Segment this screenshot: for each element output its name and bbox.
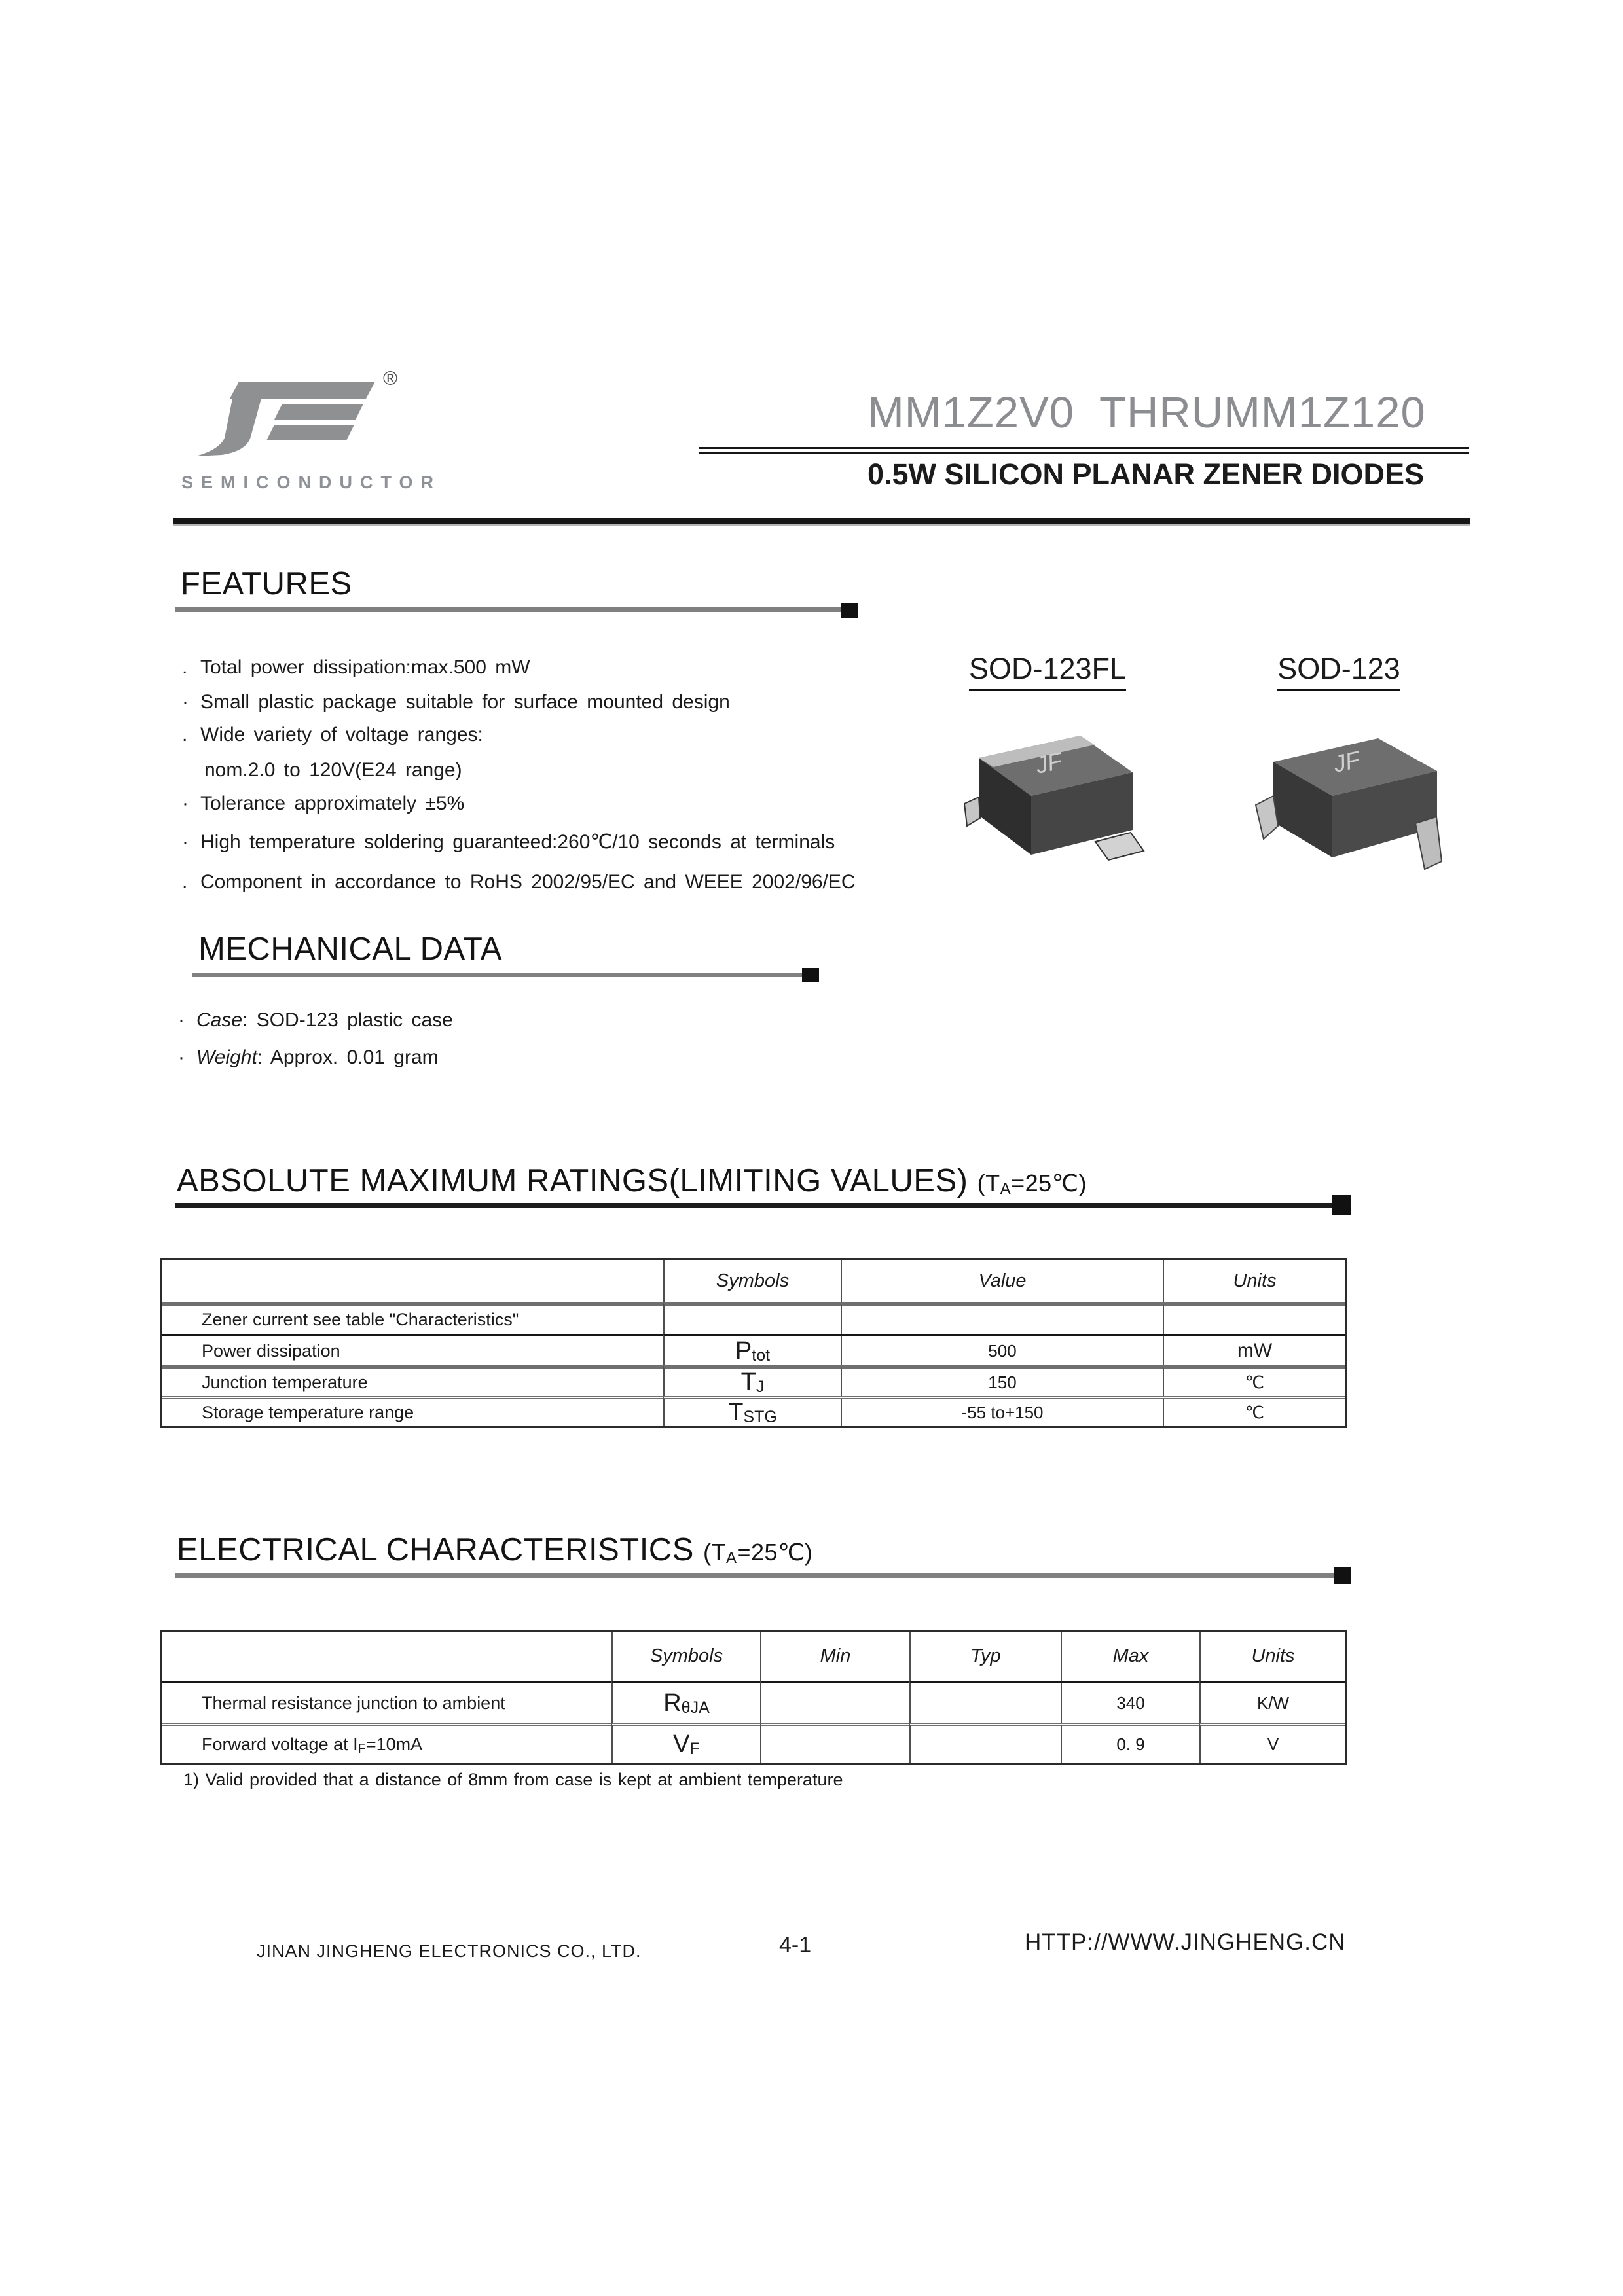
table-header-cell: Typ [909,1632,1061,1681]
feature-item: . Total power dissipation:max.500 mW [182,656,530,679]
features-underline [175,607,843,612]
table-cell-value: 500 [841,1334,1163,1365]
table-header-cell: Value [841,1260,1163,1302]
abs-max-underline [175,1203,1350,1208]
table-header-cell: Units [1199,1632,1345,1681]
package-drawing-sod123fl-icon: JF [963,736,1145,861]
table-row-label: Forward voltage at I F =10mA [162,1723,611,1763]
bullet-icon: . [182,871,188,893]
table-header-cell: Max [1061,1632,1199,1681]
features-underline-endcap [841,603,858,618]
table-cell-units: ℃ [1163,1365,1345,1396]
table-row-label: Thermal resistance junction to ambient [162,1681,611,1723]
mechanical-text: : Approx. 0.01 gram [257,1047,439,1068]
table-cell-symbol: T STG [663,1396,841,1426]
bullet-icon: . [182,656,188,678]
package-name-sod123: SOD-123 [1241,652,1437,691]
page-subtitle: 0.5W SILICON PLANAR ZENER DIODES [867,457,1425,491]
feature-text: Small plastic package suitable for surfa… [200,691,730,713]
mechanical-underline [192,973,802,977]
table-header-cell: Min [760,1632,909,1681]
abs-max-table: Symbols Value Units Zener current see ta… [160,1258,1347,1428]
table-header-cell [162,1260,663,1302]
abs-max-heading: ABSOLUTE MAXIMUM RATINGS(LIMITING VALUES… [177,1163,1087,1198]
bullet-icon: · [182,793,189,814]
feature-text: Tolerance approximately ±5% [200,793,465,814]
table-cell-units: ℃ [1163,1396,1345,1426]
mechanical-text: : SOD-123 plastic case [242,1009,453,1031]
bullet-icon: · [178,1009,185,1031]
table-cell-value [841,1302,1163,1334]
title-divider [699,447,1469,454]
package-drawing-sod123-icon: JF [1254,738,1443,870]
table-cell-units [1163,1302,1345,1334]
electrical-table: Symbols Min Typ Max Units Thermal resist… [160,1630,1347,1765]
bullet-icon: . [182,724,188,745]
table-cell-units: mW [1163,1334,1345,1365]
table-row-label: Power dissipation [162,1334,663,1365]
features-heading: FEATURES [181,566,352,601]
mechanical-heading: MECHANICAL DATA [198,931,502,967]
abs-max-condition: (TA=25℃) [977,1170,1087,1198]
footer-page-number: 4-1 [779,1933,812,1958]
bullet-icon: · [182,691,189,713]
bullet-icon: · [178,1047,185,1068]
registered-trademark-icon: ® [383,368,398,389]
mechanical-item: · Weight: Approx. 0.01 gram [178,1047,439,1069]
table-cell-max: 0. 9 [1061,1723,1199,1763]
table-cell-max: 340 [1061,1681,1199,1723]
mechanical-item: · Case: SOD-123 plastic case [178,1009,453,1031]
feature-item: . Component in accordance to RoHS 2002/95… [182,871,856,893]
electrical-underline [175,1573,1350,1578]
table-cell-value: -55 to+150 [841,1396,1163,1426]
table-footnote: 1) Valid provided that a distance of 8mm… [183,1770,843,1789]
feature-item: . Wide variety of voltage ranges: [182,724,483,746]
table-cell-min [760,1723,909,1763]
footer-company: JINAN JINGHENG ELECTRONICS CO., LTD. [257,1941,642,1961]
table-cell-units: K/W [1199,1681,1345,1723]
table-header-cell [162,1632,611,1681]
table-row-label: Junction temperature [162,1365,663,1396]
table-header-cell: Units [1163,1260,1345,1302]
table-cell-value: 150 [841,1365,1163,1396]
feature-item: nom.2.0 to 120V(E24 range) [204,759,462,781]
table-cell-symbol [663,1302,841,1334]
abs-max-underline-endcap [1332,1195,1351,1215]
feature-text: Component in accordance to RoHS 2002/95/… [200,871,856,893]
header-divider [173,518,1470,524]
table-header-cell: Symbols [663,1260,841,1302]
feature-text: High temperature soldering guaranteed:26… [200,831,835,853]
table-cell-typ [909,1723,1061,1763]
package-name-sod123fl: SOD-123FL [949,652,1146,691]
page-title: MM1Z2V0 THRUMM1Z120 [867,388,1426,437]
feature-item: · Tolerance approximately ±5% [182,793,464,815]
feature-item: · Small plastic package suitable for surf… [182,691,730,713]
feature-text: Total power dissipation:max.500 mW [200,656,530,678]
bullet-icon: · [182,831,189,853]
electrical-condition: (TA=25℃) [703,1539,813,1567]
table-header-cell: Symbols [611,1632,760,1681]
table-cell-min [760,1681,909,1723]
brand-wordmark: SEMICONDUCTOR [181,473,442,492]
feature-text: nom.2.0 to 120V(E24 range) [204,759,462,781]
mechanical-label: Weight [196,1047,257,1068]
electrical-underline-endcap [1334,1567,1351,1584]
table-row-label: Storage temperature range [162,1396,663,1426]
table-cell-typ [909,1681,1061,1723]
feature-text: Wide variety of voltage ranges: [200,724,483,745]
table-cell-units: V [1199,1723,1345,1763]
mechanical-underline-endcap [802,968,819,982]
table-row-label: Zener current see table "Characteristics… [162,1302,663,1334]
footer-website: HTTP://WWW.JINGHENG.CN [1025,1929,1346,1955]
feature-item: · High temperature soldering guaranteed:2… [182,831,835,853]
mechanical-label: Case [196,1009,243,1031]
electrical-heading: ELECTRICAL CHARACTERISTICS (TA=25℃) [177,1532,813,1568]
brand-logo-icon [196,382,375,456]
